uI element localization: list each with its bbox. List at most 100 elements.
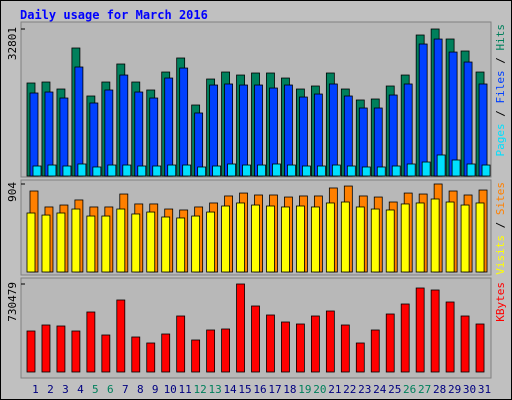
- bar: [227, 163, 236, 177]
- bar: [296, 323, 305, 373]
- bar: [62, 165, 72, 177]
- y-tick-label: 32801: [6, 27, 19, 60]
- bar: [302, 165, 311, 177]
- bar: [284, 84, 293, 177]
- chart-title: Daily usage for March 2016: [20, 8, 208, 22]
- bar: [176, 217, 186, 273]
- bar: [47, 164, 57, 177]
- bar: [41, 324, 51, 373]
- bar: [251, 305, 260, 373]
- x-tick-label: 28: [433, 383, 446, 396]
- x-tick-label: 16: [253, 383, 266, 396]
- bar: [56, 212, 66, 273]
- bar: [415, 287, 425, 373]
- bar: [310, 315, 320, 373]
- x-tick-label: 19: [298, 383, 311, 396]
- x-tick-label: 29: [448, 383, 461, 396]
- bar: [376, 166, 386, 177]
- bar: [92, 166, 102, 177]
- bar: [161, 333, 171, 373]
- bar: [313, 93, 323, 177]
- x-tick-label: 21: [328, 383, 341, 396]
- bar: [119, 74, 129, 177]
- x-tick-label: 25: [388, 383, 401, 396]
- bar: [221, 328, 230, 373]
- bar: [254, 84, 263, 177]
- bar: [131, 213, 141, 273]
- bar: [206, 329, 216, 373]
- bar: [310, 206, 320, 273]
- bar: [400, 203, 410, 273]
- y-tick-label: 730479: [6, 282, 19, 322]
- bar: [358, 107, 368, 177]
- bar: [86, 215, 96, 273]
- bar: [448, 51, 458, 177]
- x-tick-label: 22: [343, 383, 356, 396]
- bar: [236, 283, 245, 373]
- bar: [134, 91, 144, 177]
- x-tick-label: 23: [358, 383, 371, 396]
- y-tick-label: 904: [6, 182, 19, 202]
- x-tick-label: 4: [77, 383, 84, 396]
- bar: [191, 215, 201, 273]
- bar: [146, 211, 156, 273]
- bar: [415, 202, 425, 273]
- bar: [272, 163, 281, 177]
- bar: [167, 164, 177, 177]
- legend-entry: KBytes: [494, 282, 507, 322]
- bar: [206, 211, 216, 273]
- bar: [137, 165, 147, 177]
- legend-entry: Sites: [494, 182, 507, 215]
- bar: [328, 83, 338, 177]
- bar: [340, 324, 350, 373]
- bar: [460, 204, 470, 273]
- x-tick-label: 27: [418, 383, 431, 396]
- x-tick-label: 30: [463, 383, 476, 396]
- bar: [296, 205, 305, 273]
- x-tick-label: 6: [107, 383, 114, 396]
- legend: Visits / Sites: [494, 182, 507, 275]
- bar: [56, 325, 66, 373]
- bar: [74, 66, 84, 177]
- bar: [164, 77, 174, 177]
- bar: [430, 198, 440, 273]
- bar: [152, 165, 162, 177]
- bar: [388, 94, 398, 177]
- bar: [194, 112, 204, 177]
- legend-separator: /: [494, 104, 507, 124]
- legend-entry: Hits: [494, 24, 507, 51]
- bar: [86, 311, 96, 373]
- bar: [89, 102, 99, 177]
- bar: [385, 313, 395, 373]
- x-tick-label: 12: [194, 383, 207, 396]
- x-tick-label: 9: [152, 383, 159, 396]
- bar: [242, 164, 251, 177]
- bar: [146, 342, 156, 373]
- bar: [107, 164, 117, 177]
- bar: [101, 334, 111, 373]
- x-tick-label: 24: [373, 383, 387, 396]
- bar: [26, 212, 36, 273]
- bar: [481, 164, 491, 177]
- bar: [191, 339, 201, 373]
- bar: [176, 315, 186, 373]
- bar: [32, 165, 42, 177]
- legend-separator: /: [494, 215, 507, 235]
- bar: [104, 89, 114, 177]
- bar: [475, 202, 485, 273]
- bar: [355, 206, 365, 273]
- bar: [116, 208, 126, 273]
- legend-entry: Files: [494, 70, 507, 103]
- bar: [325, 202, 335, 273]
- bar: [373, 107, 383, 177]
- bar: [161, 216, 171, 273]
- bar: [355, 342, 365, 373]
- x-tick-label: 13: [208, 383, 221, 396]
- x-tick-label: 7: [122, 383, 129, 396]
- x-tick-label: 18: [283, 383, 296, 396]
- x-tick-label: 15: [238, 383, 251, 396]
- bar: [403, 83, 413, 177]
- bar: [325, 310, 335, 373]
- bar: [370, 329, 380, 373]
- bar: [343, 95, 353, 177]
